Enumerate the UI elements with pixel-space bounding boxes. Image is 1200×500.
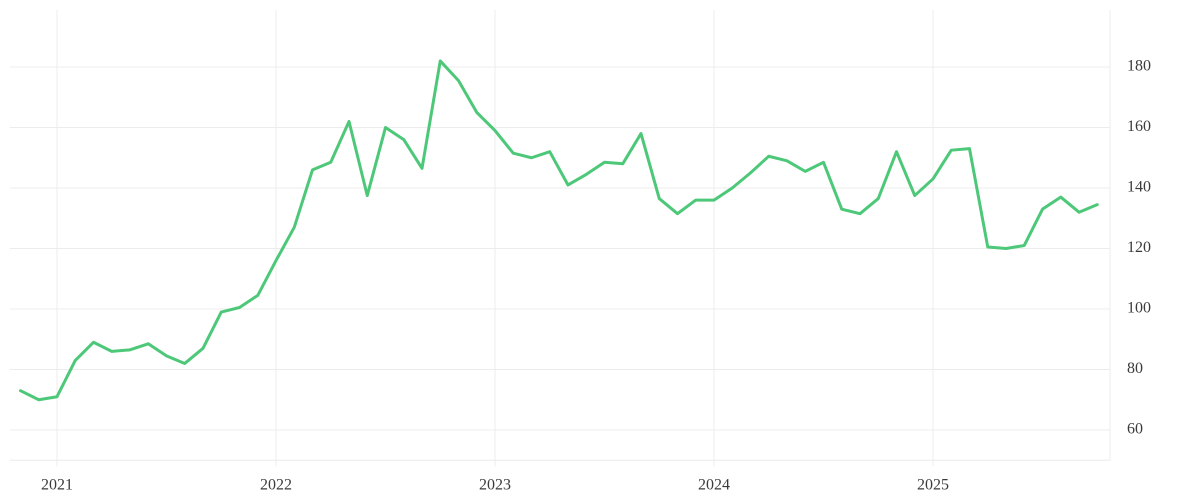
y-tick-label: 120 xyxy=(1127,239,1151,256)
x-tick-label: 2024 xyxy=(698,476,730,493)
y-tick-label: 100 xyxy=(1127,300,1151,317)
y-tick-label: 140 xyxy=(1127,179,1151,196)
x-tick-label: 2021 xyxy=(41,476,73,493)
price-series-line xyxy=(19,59,1099,402)
y-tick-label: 80 xyxy=(1127,360,1143,377)
x-tick-label: 2025 xyxy=(917,476,949,493)
y-tick-label: 180 xyxy=(1127,58,1151,75)
x-tick-label: 2022 xyxy=(260,476,292,493)
y-tick-label: 60 xyxy=(1127,421,1143,438)
y-tick-label: 160 xyxy=(1127,118,1151,135)
x-tick-label: 2023 xyxy=(479,476,511,493)
